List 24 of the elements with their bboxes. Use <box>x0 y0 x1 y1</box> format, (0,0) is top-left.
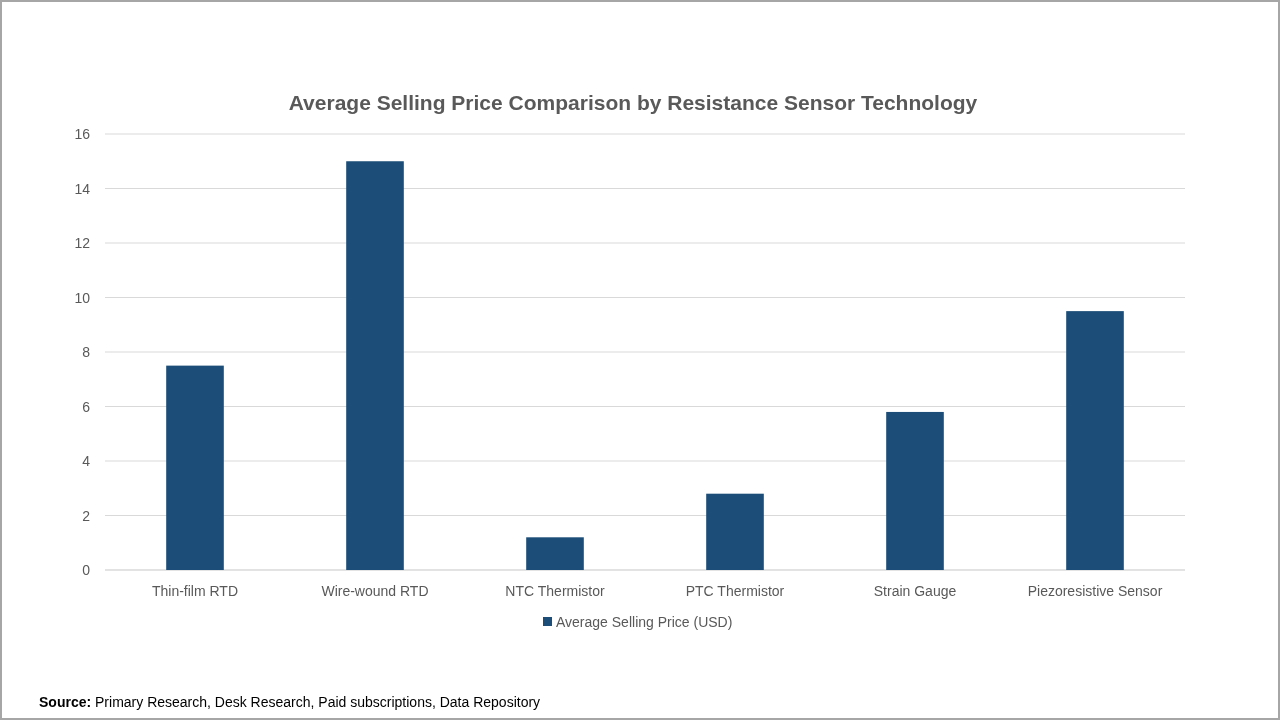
y-tick-label: 14 <box>74 180 91 197</box>
x-tick-label: Piezoresistive Sensor <box>1027 583 1163 599</box>
bar <box>526 537 584 570</box>
bar <box>706 493 764 570</box>
bar <box>886 411 944 570</box>
y-tick-label: 6 <box>82 398 91 415</box>
x-tick-label: Wire-wound RTD <box>321 583 429 599</box>
x-tick-label: Thin-film RTD <box>151 583 239 599</box>
y-tick-label: 10 <box>74 289 91 306</box>
x-tick-label: NTC Thermistor <box>505 583 605 599</box>
chart-title: Average Selling Price Comparison by Resistance Sensor Technology <box>288 91 978 114</box>
y-tick-label: 2 <box>82 507 91 524</box>
source-note: Source: Primary Research, Desk Research, Paid subscriptions, Data Repository <box>39 694 541 710</box>
y-tick-label: 8 <box>82 344 91 360</box>
bar <box>346 161 404 570</box>
y-tick-label: 12 <box>74 235 91 251</box>
bar <box>1066 311 1124 570</box>
y-tick-label: 16 <box>74 126 91 142</box>
bar <box>166 365 224 570</box>
y-tick-label: 0 <box>82 562 91 578</box>
y-tick-label: 4 <box>82 453 91 469</box>
x-tick-label: Strain Gauge <box>873 583 957 599</box>
legend-label: Average Selling Price (USD) <box>556 614 733 630</box>
x-tick-label: PTC Thermistor <box>685 583 785 599</box>
